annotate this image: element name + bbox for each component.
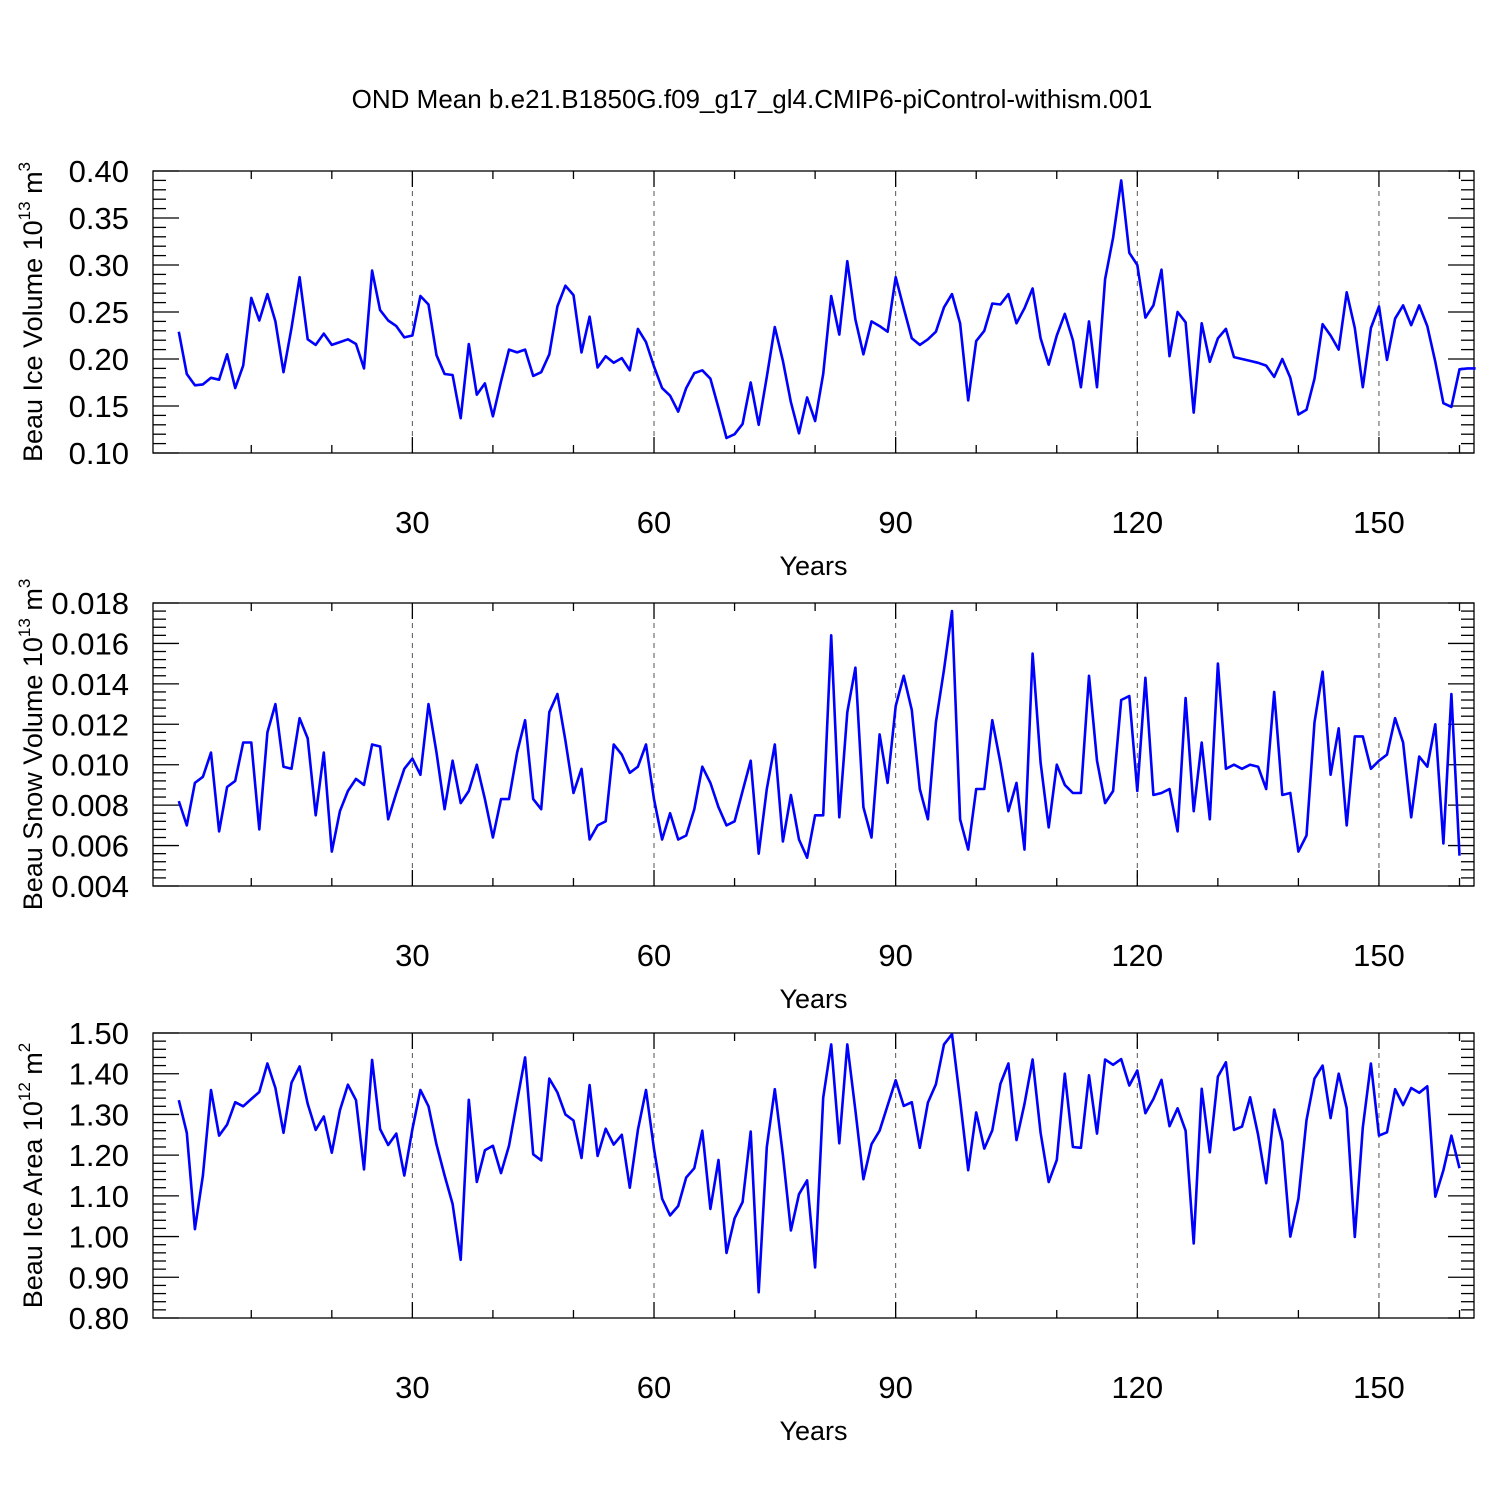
x-tick-label: 120 [1111,938,1163,973]
x-tick-label: 90 [878,938,912,973]
x-tick-label: 90 [878,1370,912,1405]
y-tick-label: 0.35 [69,201,129,236]
x-axis-title: Years [779,551,847,581]
x-tick-label: 30 [395,1370,429,1405]
x-tick-label: 60 [637,1370,671,1405]
y-tick-label: 0.008 [51,788,129,823]
x-tick-label: 30 [395,938,429,973]
y-tick-label: 0.004 [51,869,129,904]
plot-frame [152,170,1475,454]
series-line [177,179,1476,440]
y-tick-label: 0.90 [69,1260,129,1295]
y-tick-label: 0.30 [69,248,129,283]
y-tick-label: 1.10 [69,1179,129,1214]
y-tick-label: 0.20 [69,342,129,377]
series-line [177,1032,1461,1294]
x-tick-label: 60 [637,938,671,973]
chart-title: OND Mean b.e21.B1850G.f09_g17_gl4.CMIP6-… [352,84,1153,114]
y-tick-label: 0.006 [51,829,129,864]
panel-3: 30 60 90 120 150 0.80 0.90 1.00 1.10 1.20 1.30 1.40… [15,1016,1475,1446]
y-tick-label: 1.20 [69,1138,129,1173]
y-tick-label: 1.40 [69,1057,129,1092]
y-tick-label: 0.10 [69,436,129,471]
x-axis-title: Years [779,984,847,1014]
x-tick-label: 120 [1111,1370,1163,1405]
series-line [177,609,1461,860]
y-tick-label: 0.012 [51,707,129,742]
x-tick-label: 150 [1353,505,1405,540]
x-tick-label: 60 [637,505,671,540]
panel-1: 30 60 90 120 150 0.10 0.15 0.20 0.25 0.30 0.35 0.40… [15,154,1476,581]
y-tick-label: 1.30 [69,1097,129,1132]
panel-2: 30 60 90 120 150 0.004 0.006 0.008 0.010 0.012 0.0… [15,579,1475,1014]
y-tick-label: 1.50 [69,1016,129,1051]
y-axis-title: Beau Snow Volume 1013 m3 [15,579,48,911]
y-tick-label: 1.00 [69,1220,129,1255]
y-tick-label: 0.014 [51,667,129,702]
x-tick-label: 30 [395,505,429,540]
y-tick-label: 0.018 [51,586,129,621]
plot-frame [152,1032,1475,1319]
y-tick-label: 0.40 [69,154,129,189]
x-tick-label: 90 [878,505,912,540]
y-axis-title: Beau Ice Area 1012 m2 [15,1043,48,1309]
y-tick-label: 0.010 [51,748,129,783]
x-tick-label: 120 [1111,505,1163,540]
y-tick-label: 0.25 [69,295,129,330]
y-tick-label: 0.016 [51,626,129,661]
y-tick-label: 0.80 [69,1301,129,1336]
y-axis-title: Beau Ice Volume 1013 m3 [15,162,48,462]
y-tick-label: 0.15 [69,389,129,424]
x-tick-label: 150 [1353,1370,1405,1405]
x-axis-title: Years [779,1416,847,1446]
plot-frame [152,602,1475,887]
x-tick-label: 150 [1353,938,1405,973]
